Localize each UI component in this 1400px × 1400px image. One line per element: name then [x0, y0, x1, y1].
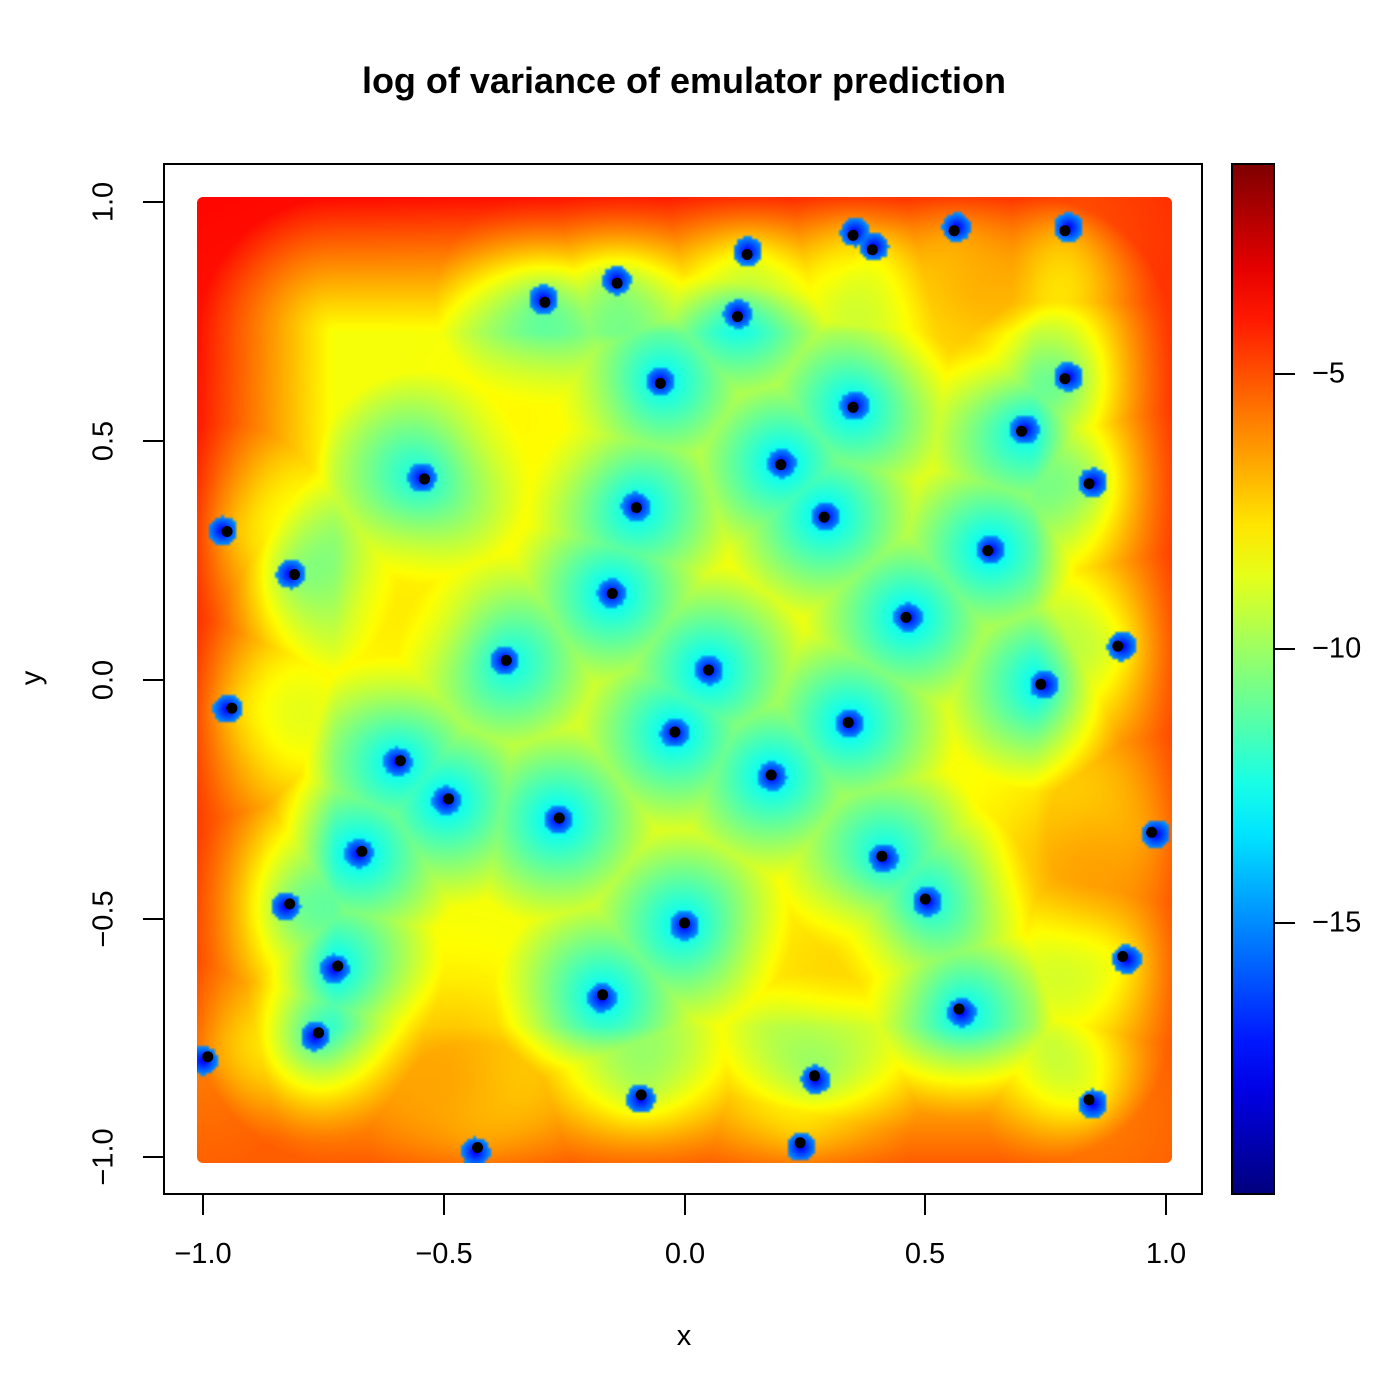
x-axis-title: x — [676, 1320, 692, 1352]
x-tick-label: −1.0 — [174, 1238, 232, 1270]
x-tick-mark — [684, 1195, 686, 1215]
y-tick-mark — [143, 1156, 163, 1158]
y-tick-mark — [143, 679, 163, 681]
colorbar-tick-label: −10 — [1312, 632, 1362, 665]
y-axis-title: y — [15, 670, 48, 686]
variance-heatmap — [197, 197, 1172, 1163]
y-tick-label: −1.0 — [87, 1128, 120, 1186]
chart-title: log of variance of emulator prediction — [361, 60, 1007, 101]
x-tick-mark — [202, 1195, 204, 1215]
x-tick-label: 0.5 — [904, 1238, 946, 1270]
x-tick-mark — [924, 1195, 926, 1215]
colorbar-tick-mark — [1275, 922, 1295, 924]
y-tick-mark — [143, 201, 163, 203]
plot-frame — [163, 163, 1203, 1195]
colorbar-tick-mark — [1275, 648, 1295, 650]
x-tick-mark — [1165, 1195, 1167, 1215]
x-tick-label: 0.0 — [664, 1238, 706, 1270]
x-tick-label: −0.5 — [415, 1238, 473, 1270]
y-tick-label: 1.0 — [87, 181, 120, 223]
y-tick-mark — [143, 440, 163, 442]
x-tick-mark — [443, 1195, 445, 1215]
colorbar-tick-label: −15 — [1312, 906, 1362, 939]
y-tick-label: 0.5 — [87, 420, 120, 462]
y-tick-label: 0.0 — [87, 659, 120, 701]
y-tick-mark — [143, 918, 163, 920]
colorbar — [1231, 163, 1275, 1195]
colorbar-tick-mark — [1275, 373, 1295, 375]
colorbar-tick-label: −5 — [1312, 357, 1346, 390]
x-tick-label: 1.0 — [1145, 1238, 1187, 1270]
y-tick-label: −0.5 — [87, 890, 120, 948]
